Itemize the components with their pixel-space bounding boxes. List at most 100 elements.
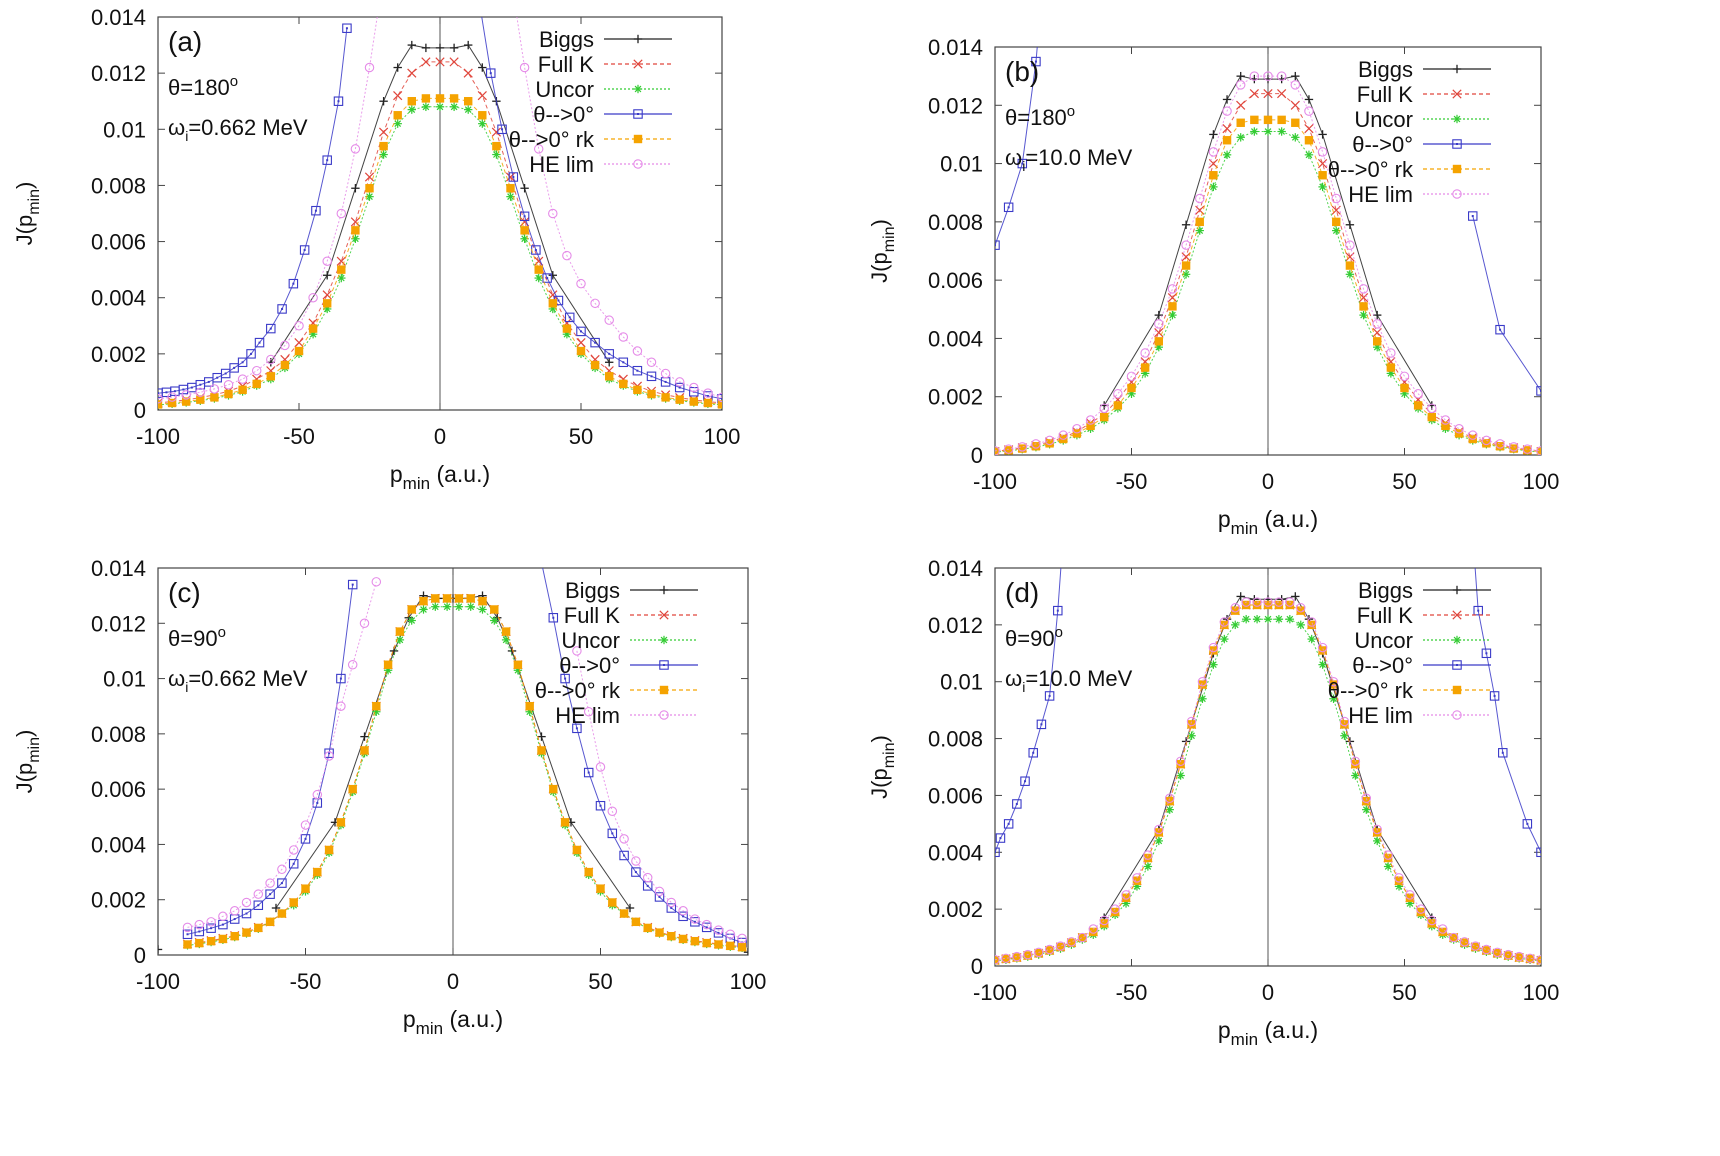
data-point <box>1231 606 1240 615</box>
y-tick-label: 0.014 <box>928 556 983 581</box>
data-point <box>1121 893 1131 902</box>
data-point <box>158 400 163 409</box>
data-point <box>229 363 239 373</box>
data-point <box>419 596 428 606</box>
data-point <box>336 673 346 684</box>
data-point <box>1540 389 1541 392</box>
data-point <box>265 878 275 888</box>
data-point <box>210 927 213 930</box>
data-point <box>1164 793 1175 804</box>
data-point <box>1252 600 1262 610</box>
legend-marker <box>1452 660 1462 670</box>
data-point <box>1504 951 1513 960</box>
data-point <box>1318 646 1327 655</box>
data-point <box>237 374 248 384</box>
data-point <box>1499 328 1502 331</box>
data-point <box>1477 609 1480 612</box>
data-point <box>1405 893 1415 902</box>
data-point <box>352 235 359 243</box>
data-point <box>678 906 688 916</box>
omega-annotation-value: =0.662 MeV <box>188 666 308 691</box>
x-tick-label: -50 <box>1116 980 1148 1005</box>
data-point <box>552 616 555 619</box>
data-point <box>1399 371 1410 382</box>
data-point <box>713 925 724 935</box>
panel-label: (b) <box>1005 56 1039 87</box>
y-tick-label: 0.012 <box>91 61 146 86</box>
data-point <box>666 897 677 908</box>
data-point <box>1028 748 1038 758</box>
plot-area <box>995 568 1541 966</box>
data-point <box>207 380 210 383</box>
data-point <box>449 94 459 103</box>
data-point <box>604 315 614 325</box>
chart-panel-1: 0 0.002 0.004 0.006 0.008 0.01 0.012 0.014 -100 -… <box>12 5 740 493</box>
data-point <box>542 273 552 283</box>
data-point <box>1460 938 1469 947</box>
data-point <box>703 388 713 398</box>
omega-annotation-base: ω <box>1005 145 1022 170</box>
theta-annotation-degree: o <box>1067 103 1075 120</box>
data-point <box>533 144 544 154</box>
x-axis-label-sub: min <box>1231 519 1258 538</box>
data-point <box>643 923 652 933</box>
data-point <box>1319 661 1326 669</box>
legend-label: Biggs <box>1358 57 1413 82</box>
data-point <box>1304 123 1314 134</box>
data-point <box>520 226 529 235</box>
y-tick-label: 0.014 <box>928 35 983 60</box>
legend-marker <box>633 109 643 119</box>
y-axis-label-sub: min <box>881 742 898 768</box>
data-point <box>1086 421 1095 431</box>
data-point <box>1007 822 1010 825</box>
data-point <box>314 209 317 212</box>
data-point <box>218 934 228 944</box>
data-point <box>304 837 307 840</box>
y-tick-label: 0 <box>971 443 983 468</box>
data-point <box>1031 439 1041 449</box>
data-point <box>467 603 475 611</box>
data-point <box>339 677 342 680</box>
data-point <box>655 928 664 937</box>
data-point <box>583 706 594 717</box>
data-point <box>1210 183 1217 191</box>
data-point <box>393 111 402 120</box>
series-theta-0deg-rk <box>183 594 747 952</box>
legend-label: Full K <box>538 52 595 77</box>
data-point <box>576 326 586 337</box>
data-point <box>220 368 231 379</box>
omega-annotation-base: ω <box>1005 666 1022 691</box>
legend-marker <box>1452 139 1462 149</box>
data-point <box>288 845 299 855</box>
data-point <box>1197 676 1208 687</box>
data-point <box>395 627 405 636</box>
legend-label: θ-->0° rk <box>1328 678 1414 703</box>
data-point <box>466 594 475 603</box>
data-point <box>1154 327 1164 338</box>
y-axis-label-base: J(p <box>867 252 892 283</box>
legend-marker <box>659 710 669 720</box>
data-point <box>326 159 329 162</box>
y-axis-label-base: J(p <box>867 768 892 799</box>
theta-annotation: θ=180o <box>168 73 238 100</box>
data-point <box>995 954 1000 965</box>
x-axis-label: pmin (a.u.) <box>1218 506 1318 538</box>
data-point <box>702 938 711 948</box>
data-point <box>1167 293 1178 303</box>
data-point <box>322 290 332 300</box>
data-point <box>535 274 543 282</box>
legend-marker <box>1452 89 1462 99</box>
data-point <box>1186 716 1197 727</box>
data-point <box>300 820 311 830</box>
data-point <box>619 909 629 918</box>
series-line <box>158 106 722 406</box>
data-point <box>726 941 735 951</box>
x-tick-label: 50 <box>588 969 612 994</box>
data-point <box>1332 227 1340 234</box>
data-point <box>1241 597 1251 607</box>
y-tick-label: 0.002 <box>91 888 146 913</box>
data-point <box>299 245 310 255</box>
data-point <box>1274 600 1284 610</box>
data-point <box>534 265 543 274</box>
